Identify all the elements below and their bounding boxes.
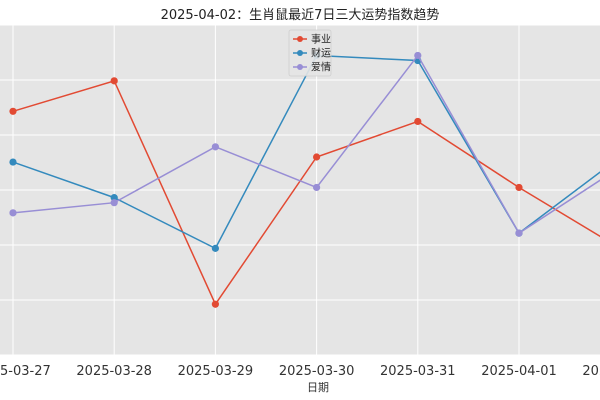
- x-axis-label: 日期: [307, 381, 329, 394]
- data-point: [313, 183, 321, 192]
- legend-item: 爱情: [293, 61, 331, 74]
- x-tick-label: 2025-03-31: [380, 364, 456, 379]
- data-point: [211, 300, 219, 308]
- data-point: [313, 153, 321, 161]
- data-point: [515, 229, 523, 237]
- data-point: [110, 194, 118, 202]
- data-point: [110, 77, 118, 85]
- x-tick-label: 2025-03-30: [279, 364, 355, 379]
- data-point: [211, 143, 219, 151]
- legend-label: 爱情: [311, 61, 331, 74]
- series-1: [9, 77, 600, 308]
- data-point: [414, 117, 422, 126]
- data-point: [9, 158, 17, 166]
- legend-item: 事业: [293, 33, 331, 46]
- series-3: [9, 51, 600, 237]
- legend-marker: [297, 64, 303, 70]
- data-point: [414, 51, 422, 60]
- chart-title: 2025-04-02：生肖鼠最近7日三大运势指数趋势: [161, 7, 440, 23]
- legend-item: 财运: [293, 47, 331, 60]
- grid-lines: [0, 24, 600, 356]
- x-tick-label: 2025-03-29: [178, 364, 254, 379]
- data-point: [515, 183, 523, 192]
- legend-label: 财运: [311, 47, 331, 60]
- legend-marker: [297, 36, 303, 42]
- data-point: [9, 107, 17, 115]
- x-tick-labels: 2025-03-27 2025-03-28 2025-03-29 2025-03-30…: [0, 364, 600, 379]
- data-point: [211, 244, 219, 252]
- x-tick-label: 2025-03-27: [0, 364, 51, 379]
- x-tick-label: 2025-03-28: [76, 364, 152, 379]
- data-point: [9, 209, 17, 217]
- data-point: [110, 199, 118, 207]
- x-tick-label: 2025-04-02: [582, 364, 600, 379]
- legend-label: 事业: [311, 33, 331, 46]
- x-tick-label: 2025-04-01: [481, 364, 557, 379]
- legend-marker: [297, 50, 303, 56]
